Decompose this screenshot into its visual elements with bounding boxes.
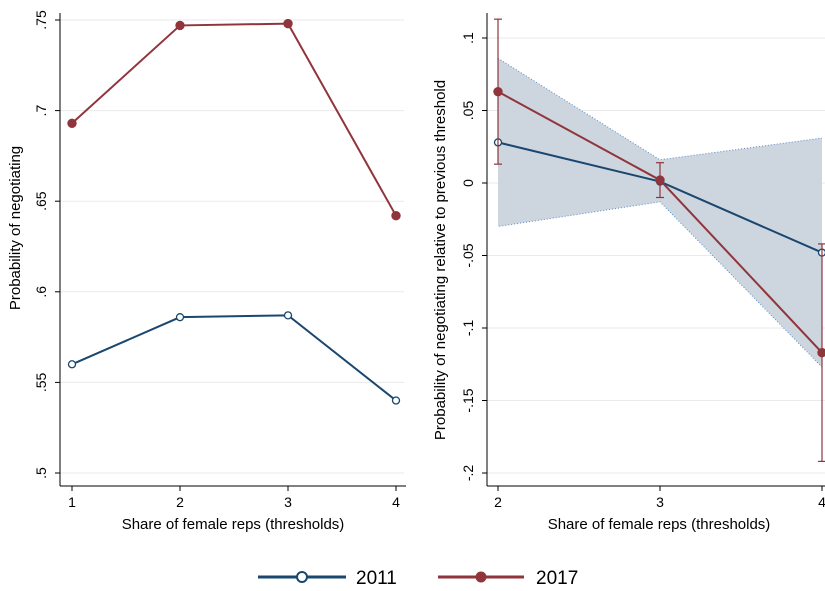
left-x-tick-label-2: 3 — [284, 494, 292, 510]
legend-item-2017: 2017 — [438, 568, 578, 589]
right-y-tick-label-6: .1 — [460, 32, 476, 44]
left-x-tick-label-0: 1 — [68, 494, 76, 510]
right-y-tick-label-3: -.05 — [460, 243, 476, 267]
right-ci-band-group — [497, 57, 823, 368]
legend-item-2011: 2011 — [258, 568, 397, 589]
left-x-tick-label-1: 2 — [176, 494, 184, 510]
legend-label-2011: 2011 — [356, 568, 397, 589]
right-x-tick-label-2: 4 — [818, 494, 825, 510]
left-y-ticks: .5 .55 .6 .65 .7 .75 — [33, 10, 60, 479]
data-point-2017-3 — [391, 210, 401, 221]
left-chart-panel: .5 .55 .6 .65 .7 .75 1 2 3 4 Share of female rep… — [7, 10, 406, 533]
left-y-tick-label-4: .7 — [33, 105, 49, 117]
series-line-2011 — [71, 314, 397, 402]
right-x-tick-label-0: 2 — [494, 494, 502, 510]
data-point-2017-0 — [493, 86, 503, 97]
right-y-tick-label-4: 0 — [460, 179, 476, 187]
data-point-2017-1 — [655, 175, 665, 185]
right-series-group — [493, 18, 825, 462]
legend-label-2017: 2017 — [536, 568, 578, 589]
legend-marker-2017 — [475, 571, 487, 583]
legend-marker-2011 — [296, 571, 308, 583]
data-point-2011-3 — [391, 396, 401, 405]
legend: 2011 2017 — [258, 568, 578, 589]
data-point-2017-0 — [67, 118, 77, 128]
left-y-tick-label-3: .65 — [33, 191, 49, 211]
series-line-2017 — [71, 22, 397, 217]
left-y-tick-label-5: .75 — [33, 10, 49, 30]
data-point-2017-2 — [283, 18, 293, 29]
ci-band-2011 — [498, 58, 822, 368]
left-gridlines — [60, 19, 404, 474]
right-y-tick-label-1: -.15 — [460, 388, 476, 412]
left-y-tick-label-2: .6 — [33, 286, 49, 298]
left-y-tick-label-1: .55 — [33, 372, 49, 392]
left-series-group — [67, 18, 401, 405]
data-point-2011-1 — [175, 313, 185, 322]
right-y-tick-label-5: .05 — [460, 101, 476, 121]
right-y-axis-title: Probability of negotiating relative to p… — [432, 80, 449, 440]
ci-band-upper-edge-2011 — [497, 57, 823, 161]
data-point-2011-0 — [67, 360, 77, 369]
data-point-2017-1 — [175, 20, 185, 31]
left-x-ticks: 1 2 3 4 — [68, 486, 400, 510]
right-y-tick-label-0: -.2 — [460, 465, 476, 482]
data-point-2011-2 — [283, 311, 293, 320]
left-x-axis-title: Share of female reps (thresholds) — [122, 516, 345, 533]
right-chart-panel: -.2 -.15 -.1 -.05 0 .05 .1 2 3 4 Share of female… — [432, 13, 825, 533]
data-point-2017-2 — [817, 347, 825, 358]
left-y-axis-title: Probability of negotiating — [7, 146, 24, 310]
right-x-tick-label-1: 3 — [656, 494, 664, 510]
right-y-tick-label-2: -.1 — [460, 320, 476, 337]
right-y-ticks: -.2 -.15 -.1 -.05 0 .05 .1 — [460, 32, 487, 481]
ci-band-lower-edge-2011 — [497, 201, 823, 368]
left-x-tick-label-3: 4 — [392, 494, 400, 510]
right-x-axis-title: Share of female reps (thresholds) — [548, 516, 771, 533]
right-x-ticks: 2 3 4 — [494, 486, 825, 510]
left-y-tick-label-0: .5 — [33, 467, 49, 479]
